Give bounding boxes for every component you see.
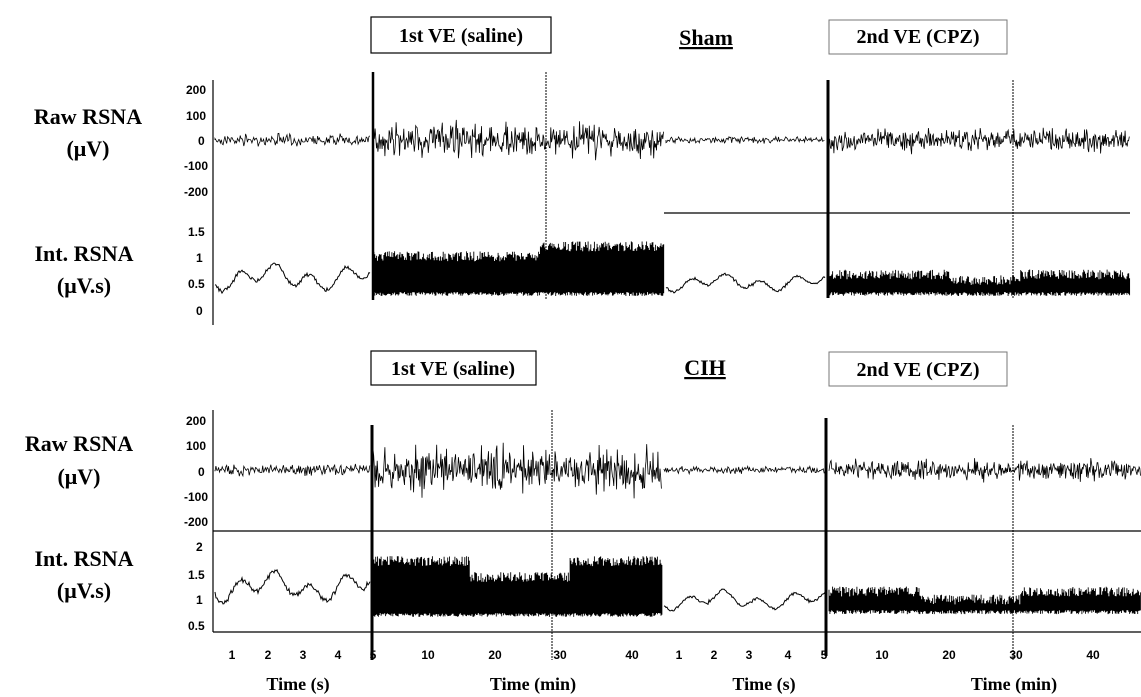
x-label-minutes-1: Time (min)	[490, 674, 576, 695]
x-tick-s: 1	[676, 648, 683, 662]
x-tick-s: 5	[821, 648, 828, 662]
sham-int-baseline2-trace	[665, 272, 826, 294]
sham-int-baseline-trace	[214, 262, 371, 295]
x-tick-s: 4	[335, 648, 342, 662]
cih-int-baseline-trace	[214, 568, 371, 605]
cih-int-saline-trace	[372, 556, 663, 617]
sham-int-tick: 0.5	[188, 277, 205, 291]
sham-int-cpz-trace	[828, 269, 1131, 296]
cih-raw-unit: (μV)	[57, 464, 100, 489]
sham-group-title: Sham	[679, 25, 733, 50]
cih-int-tick: 0.5	[188, 619, 205, 633]
sham-raw-tick: 0	[198, 134, 205, 148]
cih-int-baseline2-trace	[663, 588, 826, 612]
sham-int-tick: 0	[196, 304, 203, 318]
cih-int-tick: 2	[196, 540, 203, 554]
cih-raw-tick: -200	[184, 515, 208, 529]
cih-raw-baseline-trace	[214, 463, 371, 478]
x-label-seconds-1: Time (s)	[266, 674, 329, 695]
sham-raw-tick: 100	[186, 109, 206, 123]
cih-raw-cpz-trace	[828, 458, 1141, 483]
x-tick-s: 1	[229, 648, 236, 662]
x-label-minutes-2: Time (min)	[971, 674, 1057, 695]
cih-int-unit: (μV.s)	[57, 578, 111, 603]
x-tick-min: 10	[875, 648, 889, 662]
cih-phase2-box	[828, 351, 1008, 387]
x-tick-min: 30	[1009, 648, 1023, 662]
x-tick-min: 40	[1086, 648, 1100, 662]
cih-phase1-box	[370, 350, 537, 386]
x-tick-min: 20	[942, 648, 956, 662]
traces-group	[214, 72, 1141, 660]
cih-phase1-label: 1st VE (saline)	[391, 358, 515, 380]
cih-int-tick: 1.5	[188, 568, 205, 582]
x-tick-s: 2	[265, 648, 272, 662]
x-label-seconds-2: Time (s)	[732, 674, 795, 695]
x-tick-s: 3	[746, 648, 753, 662]
x-tick-s: 3	[300, 648, 307, 662]
x-tick-s: 2	[711, 648, 718, 662]
sham-int-label: Int. RSNA	[34, 241, 133, 266]
sham-raw-baseline-trace	[214, 132, 371, 147]
sham-raw-tick: -200	[184, 185, 208, 199]
sham-int-saline-trace	[372, 241, 665, 296]
x-tick-min: 40	[625, 648, 639, 662]
x-tick-min: 30	[553, 648, 567, 662]
cih-group-title: CIH	[684, 355, 726, 380]
cih-raw-tick: 100	[186, 439, 206, 453]
sham-raw-unit: (μV)	[66, 136, 109, 161]
x-tick-min: 10	[421, 648, 435, 662]
cih-int-tick: 1	[196, 593, 203, 607]
sham-phase2-label: 2nd VE (CPZ)	[857, 26, 980, 48]
sham-raw-baseline2-trace	[665, 135, 825, 145]
sham-phase2-box	[828, 19, 1008, 55]
sham-int-tick: 1.5	[188, 225, 205, 239]
cih-raw-tick: 0	[198, 465, 205, 479]
cih-raw-baseline2-trace	[663, 465, 825, 476]
cih-raw-saline-trace	[372, 442, 662, 499]
cih-raw-tick: -100	[184, 490, 208, 504]
sham-raw-cpz-trace	[828, 127, 1130, 155]
sham-raw-tick: 200	[186, 83, 206, 97]
cih-phase2-label: 2nd VE (CPZ)	[857, 359, 980, 381]
sham-int-tick: 1	[196, 251, 203, 265]
cih-raw-tick: 200	[186, 414, 206, 428]
x-tick-min: 20	[488, 648, 502, 662]
sham-raw-label: Raw RSNA	[34, 104, 142, 129]
x-tick-s: 4	[785, 648, 792, 662]
cih-raw-label: Raw RSNA	[25, 431, 133, 456]
sham-raw-saline-trace	[372, 119, 664, 161]
x-tick-s: 5	[370, 648, 377, 662]
cih-int-label: Int. RSNA	[34, 546, 133, 571]
cih-int-cpz-trace	[828, 586, 1141, 615]
sham-phase1-label: 1st VE (saline)	[399, 25, 523, 47]
sham-raw-tick: -100	[184, 159, 208, 173]
sham-phase1-box	[370, 16, 552, 54]
sham-int-unit: (μV.s)	[57, 273, 111, 298]
